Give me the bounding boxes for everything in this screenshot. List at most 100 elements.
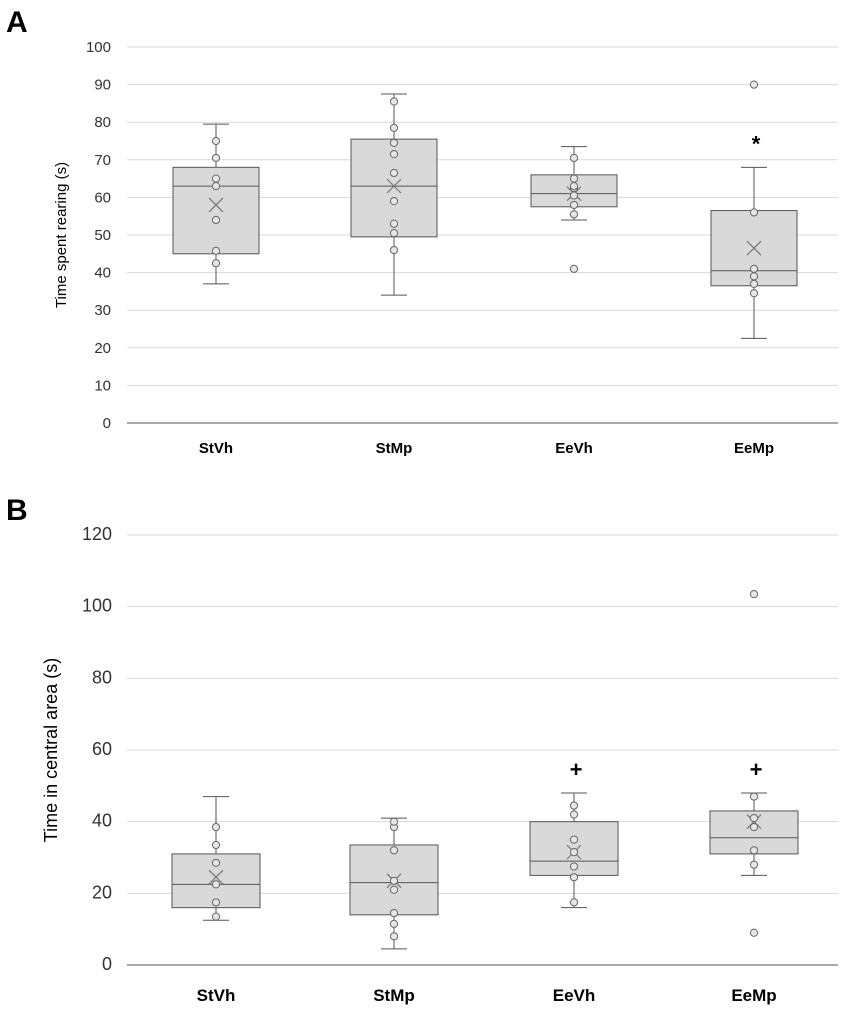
data-point <box>389 168 399 178</box>
mean-marker-stroke <box>386 178 402 194</box>
data-point <box>749 792 759 801</box>
data-point <box>211 136 221 146</box>
data-point <box>211 898 221 907</box>
data-point <box>749 279 759 288</box>
significance-marker: + <box>570 757 583 782</box>
y-tick-label: 120 <box>82 524 112 544</box>
data-point <box>211 153 221 163</box>
data-point <box>569 898 579 907</box>
data-point <box>389 245 399 255</box>
box-eevh <box>530 146 618 273</box>
data-point <box>211 259 221 268</box>
mean-marker-stroke <box>208 869 224 885</box>
box-stvh <box>171 796 261 921</box>
mean-marker <box>386 178 402 194</box>
x-tick-label: StMp <box>376 440 413 457</box>
data-point <box>569 835 579 844</box>
y-tick-label: 20 <box>92 882 112 902</box>
data-point <box>569 153 579 163</box>
box-stvh <box>172 123 260 285</box>
data-point <box>389 932 399 941</box>
y-tick-label: 80 <box>94 114 111 131</box>
x-tick-label: EeMp <box>734 440 774 457</box>
panel-a-y-axis-title: Time spent rearing (s) <box>53 162 70 308</box>
x-tick-label: EeVh <box>555 440 593 457</box>
y-tick-label: 90 <box>94 77 111 94</box>
box-stmp <box>349 817 439 950</box>
x-tick-label: StVh <box>197 986 236 1005</box>
data-point <box>749 590 759 599</box>
y-tick-label: 60 <box>92 739 112 759</box>
y-tick-label: 20 <box>94 340 111 357</box>
data-point <box>389 97 399 106</box>
data-point <box>749 822 759 832</box>
data-point <box>389 908 399 918</box>
data-point <box>389 219 399 228</box>
y-tick-label: 30 <box>94 302 111 319</box>
data-point <box>389 123 399 132</box>
x-tick-label: EeVh <box>553 986 596 1005</box>
data-point <box>569 210 579 219</box>
y-tick-label: 0 <box>103 415 111 432</box>
box-stmp <box>350 93 438 296</box>
box-eemp: * <box>710 80 798 339</box>
data-point <box>389 150 399 159</box>
data-point <box>749 264 759 273</box>
x-tick-label: EeMp <box>731 986 776 1005</box>
data-point <box>569 264 579 273</box>
data-point <box>211 858 221 867</box>
y-tick-label: 10 <box>94 377 111 394</box>
data-point <box>569 174 579 183</box>
y-tick-label: 100 <box>86 39 111 56</box>
data-point <box>211 182 221 191</box>
data-point <box>389 817 399 826</box>
data-point <box>569 801 579 810</box>
data-point <box>749 80 759 89</box>
panel-b: B Time in central area (s) 0 20 40 60 80 100 1… <box>6 494 838 1005</box>
data-point <box>389 229 399 238</box>
y-tick-label: 50 <box>94 227 111 244</box>
mean-marker <box>208 197 224 213</box>
data-point <box>569 873 579 882</box>
data-point <box>749 289 759 298</box>
y-tick-label: 40 <box>94 265 111 282</box>
significance-marker: + <box>750 757 763 782</box>
data-point <box>211 246 221 255</box>
data-point <box>389 197 399 206</box>
data-point <box>749 208 759 217</box>
panel-a: A Time spent rearing (s) 0 10 20 30 40 50 60 70… <box>6 6 838 457</box>
mean-marker <box>746 240 762 256</box>
data-point <box>389 138 399 147</box>
data-point <box>211 912 221 921</box>
x-tick-label: StVh <box>199 440 233 457</box>
data-point <box>389 846 399 855</box>
box-eemp: + <box>709 590 799 937</box>
data-point <box>211 822 221 832</box>
x-tick-label: StMp <box>373 986 415 1005</box>
data-point <box>211 880 221 889</box>
mean-marker-stroke <box>746 240 762 256</box>
data-point <box>569 182 579 191</box>
data-point <box>211 215 221 225</box>
y-tick-label: 70 <box>94 152 111 169</box>
y-tick-label: 100 <box>82 596 112 616</box>
data-point <box>749 928 759 937</box>
data-point <box>749 813 759 823</box>
data-point <box>389 919 399 928</box>
y-tick-label: 0 <box>102 954 112 974</box>
panel-a-label: A <box>6 6 28 39</box>
y-tick-label: 40 <box>92 811 112 831</box>
data-point <box>749 272 759 281</box>
panel-b-y-axis-title: Time in central area (s) <box>41 658 61 842</box>
data-point <box>569 810 579 819</box>
mean-marker <box>208 869 224 885</box>
y-tick-label: 80 <box>92 667 112 687</box>
data-point <box>749 846 759 855</box>
data-point <box>569 200 579 210</box>
significance-marker: * <box>752 131 761 156</box>
mean-marker-stroke <box>208 197 224 213</box>
data-point <box>389 885 399 894</box>
data-point <box>749 860 759 869</box>
data-point <box>211 174 221 183</box>
